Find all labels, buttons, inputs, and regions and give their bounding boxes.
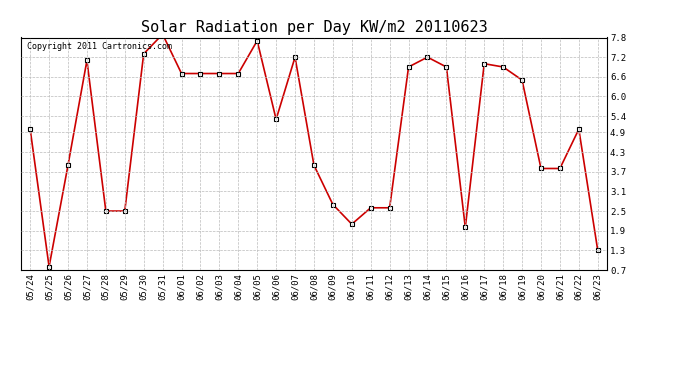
Text: Copyright 2011 Cartronics.com: Copyright 2011 Cartronics.com [26,42,172,51]
Title: Solar Radiation per Day KW/m2 20110623: Solar Radiation per Day KW/m2 20110623 [141,20,487,35]
